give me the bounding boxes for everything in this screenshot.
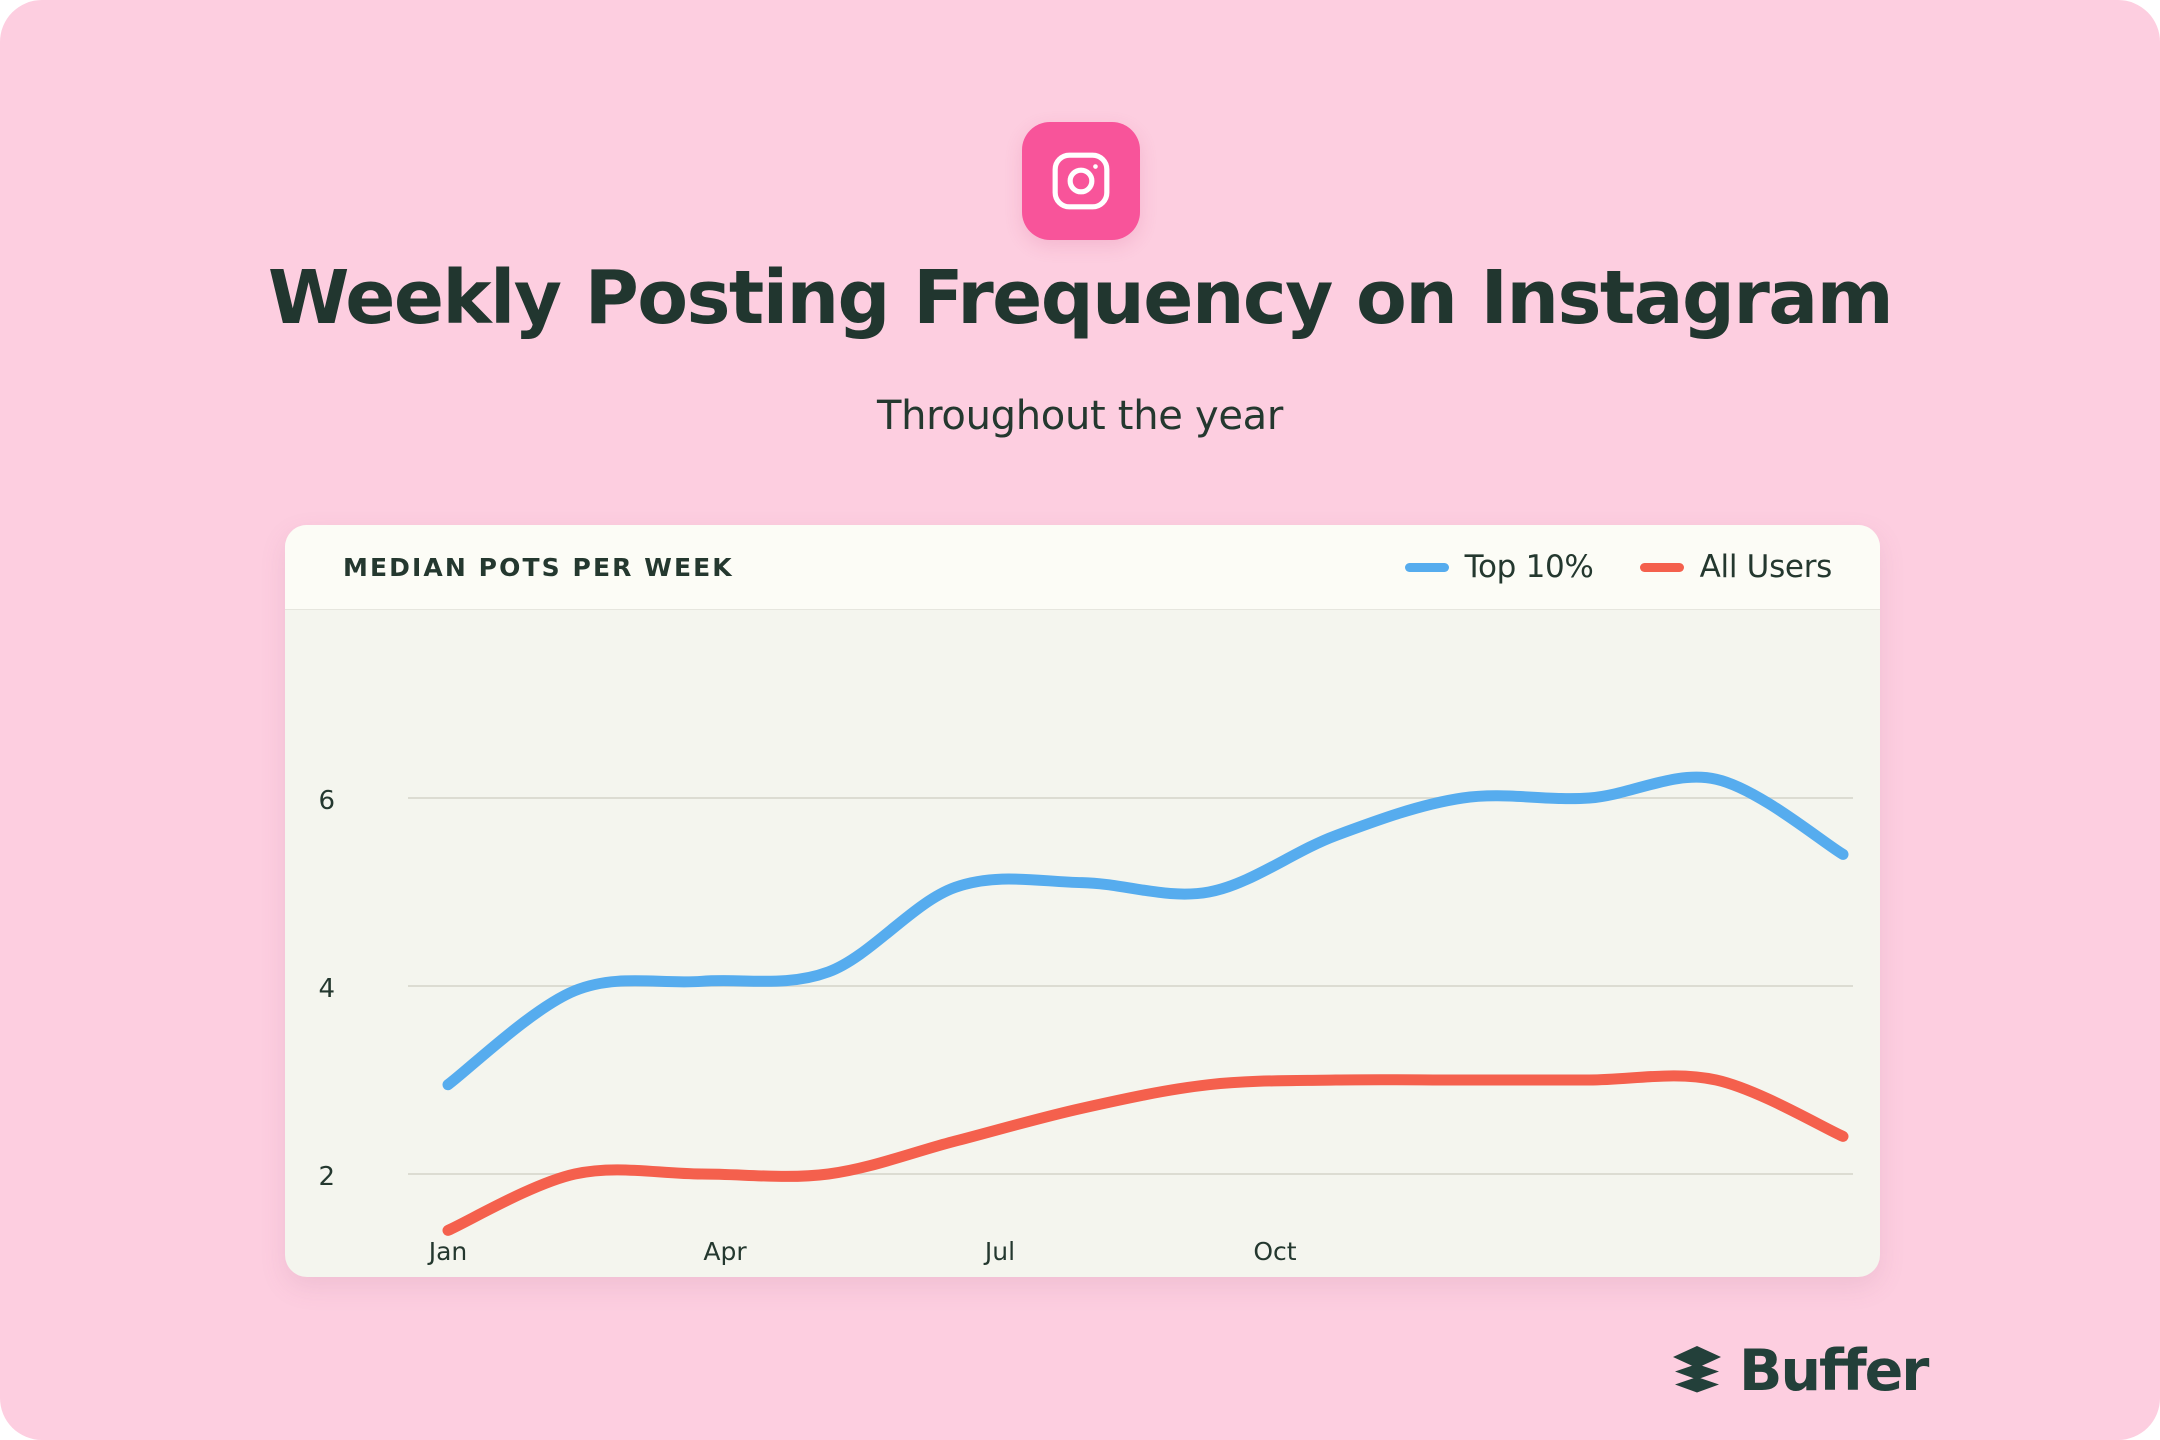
- legend-swatch-icon-top-10: [1404, 562, 1449, 572]
- y-axis-tick-6: 6: [318, 786, 335, 816]
- series-line-top-10: [442, 771, 1849, 1091]
- x-axis-tick-oct: Oct: [1253, 1237, 1297, 1266]
- buffer-wordmark: Buffer: [1739, 1338, 1929, 1404]
- buffer-layers-icon: [1673, 1346, 1721, 1393]
- chart-svg: [408, 771, 1853, 1236]
- legend-item-all-users[interactable]: All Users: [1639, 549, 1833, 585]
- chart-plot-area: 6 4 2 Jan Apr Jul Oct: [285, 610, 1880, 1277]
- x-axis-tick-jul: Jul: [984, 1237, 1016, 1266]
- legend-label-all-users: All Users: [1699, 549, 1833, 585]
- legend-swatch-icon-all-users: [1639, 562, 1684, 572]
- legend-item-top-10[interactable]: Top 10%: [1404, 549, 1594, 585]
- instagram-icon: [1022, 122, 1140, 240]
- page-title: Weekly Posting Frequency on Instagram: [267, 255, 1894, 341]
- x-axis-tick-apr: Apr: [703, 1237, 747, 1266]
- chart-card: MEDIAN POTS PER WEEK Top 10% All Users 6…: [285, 525, 1880, 1277]
- y-axis-tick-2: 2: [318, 1162, 335, 1192]
- chart-card-header: MEDIAN POTS PER WEEK Top 10% All Users: [285, 525, 1880, 610]
- x-axis-tick-jan: Jan: [428, 1237, 468, 1266]
- y-axis-tick-4: 4: [318, 974, 335, 1004]
- chart-legend: Top 10% All Users: [1404, 549, 1833, 585]
- buffer-logo: Buffer: [1672, 1338, 1929, 1404]
- page-subtitle: Throughout the year: [876, 393, 1284, 439]
- chart-title: MEDIAN POTS PER WEEK: [343, 552, 734, 582]
- series-line-all-users: [442, 1070, 1849, 1236]
- legend-label-top-10: Top 10%: [1464, 549, 1594, 585]
- instagram-glyph: [1052, 152, 1110, 210]
